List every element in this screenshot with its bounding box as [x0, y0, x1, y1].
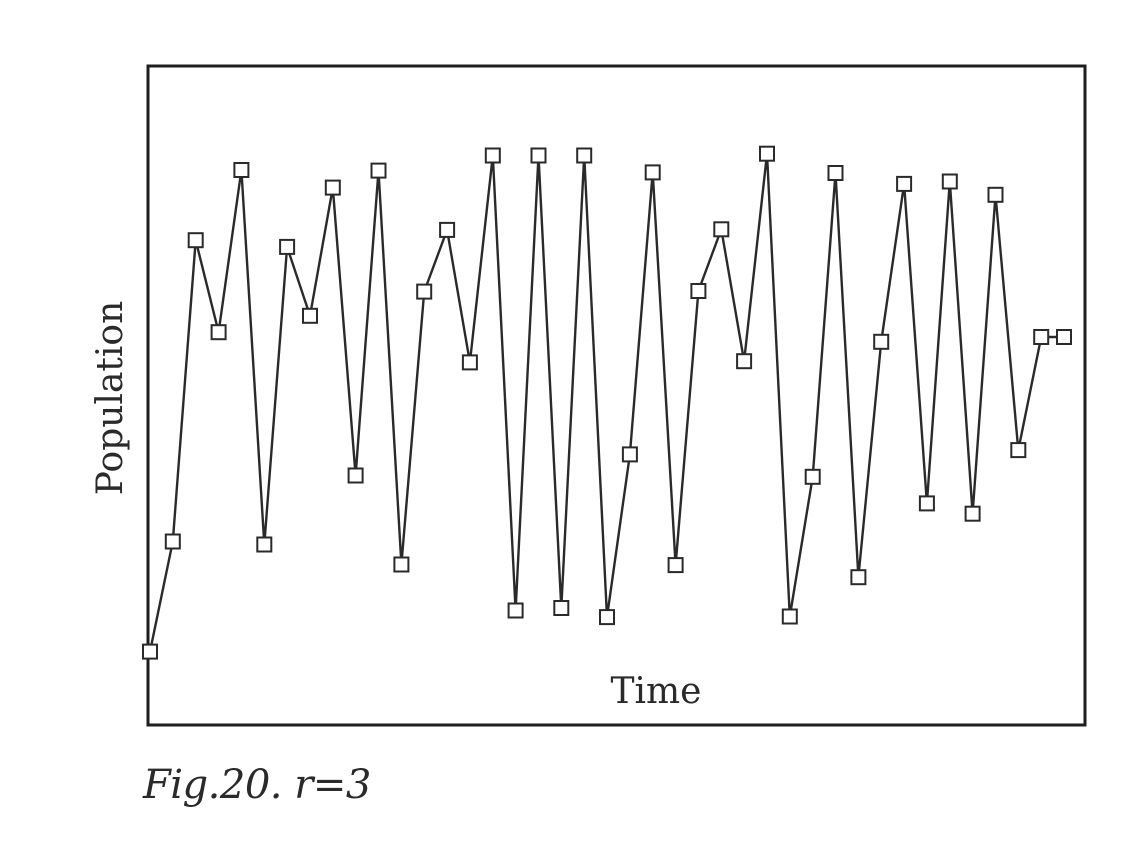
data-point-marker [530, 147, 547, 164]
series-line [148, 153, 1064, 652]
data-point-marker [416, 283, 433, 300]
data-point-marker [690, 283, 707, 299]
data-point-marker [918, 495, 935, 512]
data-point-marker [941, 173, 958, 190]
data-point-marker [896, 175, 913, 192]
data-point-marker [1056, 329, 1072, 345]
data-point-marker [759, 145, 775, 162]
data-point-marker [302, 307, 318, 324]
data-point-marker [233, 162, 250, 178]
data-point-marker [484, 147, 501, 164]
data-point-marker [599, 609, 615, 626]
data-point-marker [393, 556, 410, 573]
data-point-marker [781, 608, 798, 625]
data-point-marker [873, 333, 890, 350]
data-point-marker [713, 221, 730, 238]
plot-frame [146, 64, 1087, 727]
data-point-marker [256, 536, 273, 553]
data-point-marker [1010, 442, 1027, 459]
data-point-marker [324, 179, 341, 196]
data-point-marker [553, 600, 570, 616]
figure-caption: Fig.20. r=3 [143, 762, 371, 808]
data-point-marker [1033, 329, 1050, 345]
data-point-marker [987, 186, 1004, 203]
x-axis-label: Time [611, 671, 702, 712]
data-point-marker [850, 569, 867, 586]
series-layer [142, 145, 1072, 660]
data-point-marker [210, 324, 227, 341]
data-point-marker [370, 162, 387, 179]
data-point-marker [142, 643, 158, 660]
data-point-marker [644, 164, 661, 181]
data-point-marker [507, 602, 524, 619]
data-point-marker [736, 353, 753, 370]
data-point-marker [187, 232, 204, 249]
data-point-marker [347, 467, 364, 484]
data-point-marker [439, 221, 456, 238]
data-point-marker [576, 147, 593, 164]
data-point-marker [827, 165, 844, 181]
data-point-marker [621, 446, 638, 463]
data-point-marker [279, 238, 296, 255]
data-point-marker [667, 557, 684, 574]
data-point-marker [964, 505, 981, 522]
data-point-marker [804, 468, 821, 485]
y-axis-label: Population [90, 301, 131, 495]
data-point-marker [164, 533, 181, 550]
data-point-marker [461, 354, 478, 371]
